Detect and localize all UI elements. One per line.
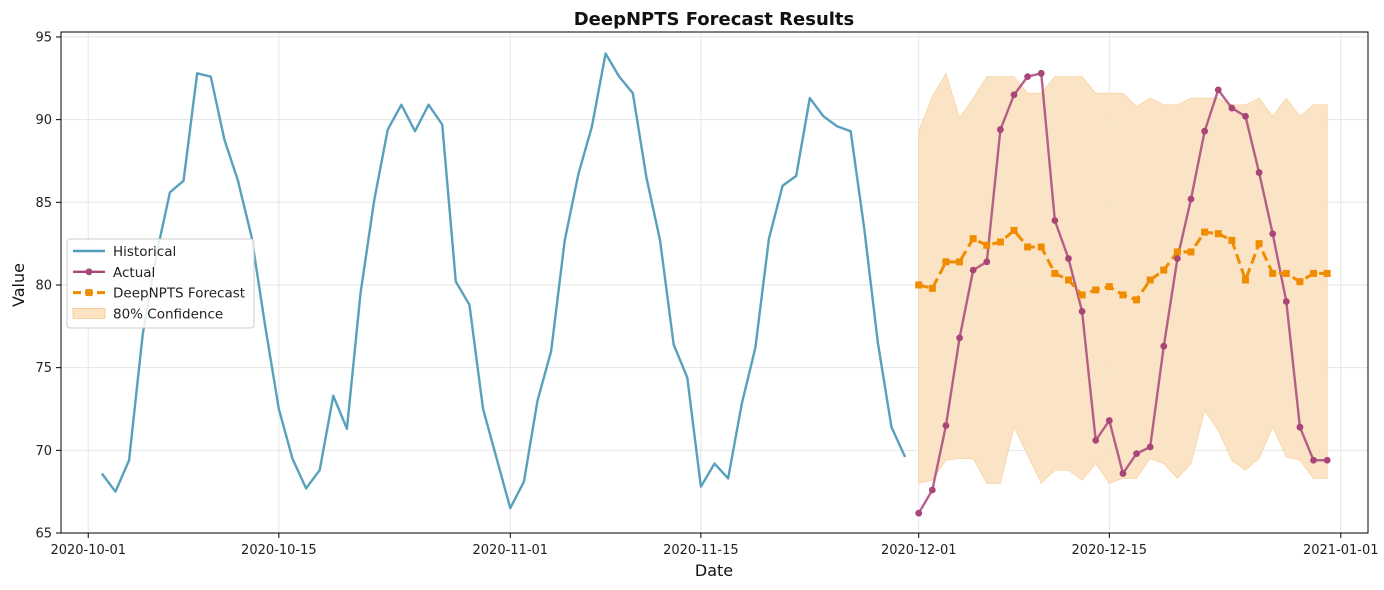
actual-point [1037,69,1045,77]
forecast-point [1024,243,1032,251]
actual-point [1051,217,1059,224]
historical-line [100,52,907,510]
actual-point [928,486,936,494]
actual-point [1282,298,1290,305]
forecast-point [1133,296,1141,304]
forecast-point [1119,291,1127,299]
forecast-point [1255,240,1263,248]
y-tick-label: 65 [35,527,52,542]
forecast-point [942,258,950,266]
confidence-band-layer [918,72,1328,484]
x-tick-label: 2021-01-01 [1303,543,1379,558]
legend-label: 80% Confidence [113,306,223,322]
actual-point [983,258,991,266]
forecast-point [1269,269,1277,277]
series-markers-layer [915,69,1331,517]
forecast-point [1092,286,1100,294]
actual-point [1024,73,1032,81]
actual-point [1323,456,1331,464]
actual-point [1214,86,1222,94]
forecast-point [1187,248,1195,256]
actual-point [1310,456,1317,464]
forecast-point [1282,269,1290,277]
actual-point [1065,255,1072,262]
actual-point [1187,195,1195,203]
actual-point [997,126,1004,133]
legend-swatch-confidence [72,307,106,319]
legend-swatch-marker [85,268,93,276]
legend-label: Historical [113,244,176,260]
y-tick-label: 90 [35,113,52,128]
y-tick-label: 95 [35,30,52,45]
forecast-point [1160,266,1168,274]
forecast-point [1214,230,1222,238]
forecast-point [1241,276,1249,284]
forecast-point [1078,291,1086,299]
actual-point [915,509,923,517]
x-axis-label: Date [695,561,733,580]
forecast-point [1173,248,1181,256]
y-axis-label: Value [9,263,28,307]
forecast-point [1228,236,1236,244]
legend: Historical Actual DeepNPTS Forecast 80% Con… [66,238,255,329]
forecast-point [969,235,977,243]
chart-title: DeepNPTS Forecast Results [574,9,855,30]
forecast-point [928,284,936,292]
legend-label: DeepNPTS Forecast [113,286,245,302]
x-tick-label: 2020-11-01 [473,543,549,558]
forecast-point [1064,276,1072,284]
x-tick-label: 2020-10-01 [50,543,126,558]
forecast-point [1296,278,1304,286]
forecast-point [1010,226,1018,234]
actual-point [942,422,950,429]
actual-point [1255,169,1263,176]
forecast-point [956,258,964,266]
forecast-point [1310,269,1318,277]
forecast-point [1323,269,1331,277]
actual-point [1119,470,1127,477]
forecast-point [996,238,1004,246]
y-tick-label: 85 [35,196,52,211]
actual-point [1078,308,1086,315]
actual-point [1092,437,1100,444]
actual-point [1146,443,1154,451]
axis-ticks: 2020-10-01 2020-10-15 2020-11-01 2020-11-15… [35,30,1378,558]
actual-point [1228,104,1236,112]
forecast-point [1105,283,1113,291]
x-tick-label: 2020-12-01 [881,543,957,558]
confidence-band [918,72,1328,484]
legend-label: Actual [113,265,155,281]
actual-point [1296,423,1304,431]
actual-point [1010,91,1018,99]
forecast-point [1051,269,1059,277]
y-tick-label: 80 [35,278,52,293]
actual-point [1173,255,1181,262]
actual-point [1133,450,1140,458]
forecast-point [915,281,923,289]
actual-point [1201,127,1209,135]
actual-point [956,334,963,342]
y-tick-label: 70 [35,444,52,459]
legend-swatch-marker [85,289,93,297]
x-tick-label: 2020-11-15 [663,543,739,558]
actual-point [1269,230,1277,238]
actual-point [969,266,977,274]
legend-box [66,238,255,329]
x-tick-label: 2020-12-15 [1072,543,1148,558]
forecast-point [1201,228,1209,236]
y-tick-label: 75 [35,361,52,376]
forecast-point [983,241,991,249]
plot-frame [60,31,1369,534]
actual-point [1105,417,1113,424]
actual-point [1160,342,1168,350]
actual-point [1242,112,1249,120]
forecast-point [1146,276,1154,284]
forecast-point [1037,243,1045,251]
x-tick-label: 2020-10-15 [241,543,317,558]
